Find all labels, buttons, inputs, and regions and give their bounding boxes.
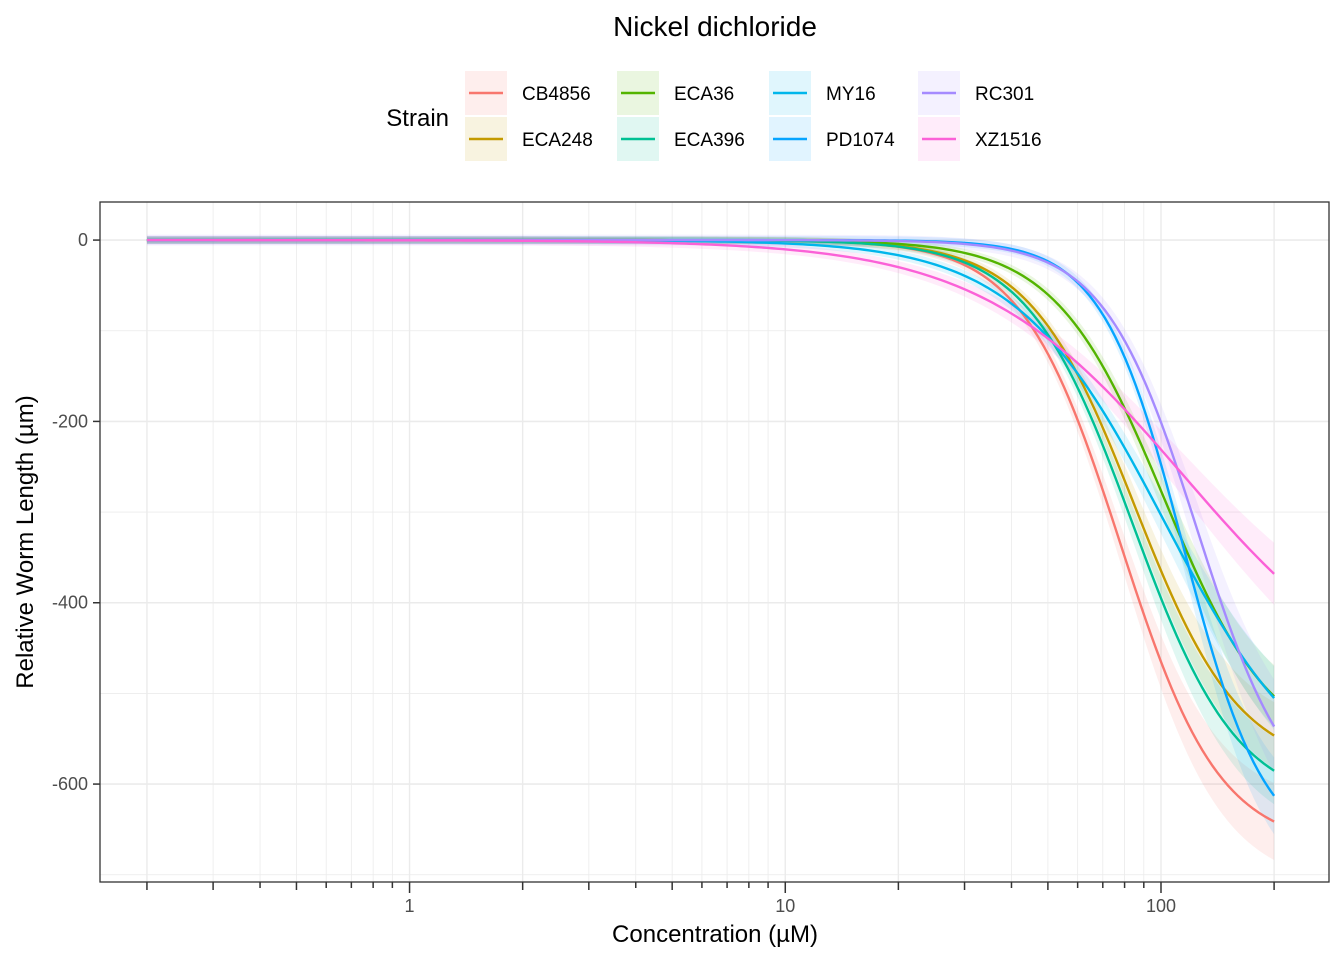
chart-title: Nickel dichloride	[613, 11, 817, 42]
x-tick-label: 10	[775, 896, 795, 916]
x-axis: 1 10 100	[146, 882, 1275, 916]
legend-label: RC301	[975, 84, 1034, 105]
legend-label: PD1074	[826, 130, 895, 151]
x-tick-label: 1	[405, 896, 415, 916]
legend-item-eca248: ECA248	[465, 117, 593, 161]
legend-item-eca36: ECA36	[617, 71, 734, 115]
legend-item-my16: MY16	[769, 71, 876, 115]
y-axis: 0 -200 -400 -600	[52, 230, 100, 794]
legend-label: XZ1516	[975, 130, 1042, 151]
legend-label: ECA396	[674, 130, 745, 151]
y-tick-label: -400	[52, 593, 88, 613]
plot-panel	[99, 201, 1330, 883]
y-axis-title: Relative Worm Length (µm)	[12, 395, 39, 688]
legend-label: ECA36	[674, 84, 734, 105]
y-tick-label: -200	[52, 411, 88, 431]
legend-label: MY16	[826, 84, 876, 105]
y-tick-label: -600	[52, 774, 88, 794]
y-tick-label: 0	[78, 230, 88, 250]
legend-item-pd1074: PD1074	[769, 117, 895, 161]
legend: Strain CB4856 ECA248 ECA36 ECA396 MY16 PD1074…	[386, 71, 1042, 161]
legend-title: Strain	[386, 105, 449, 132]
legend-label: ECA248	[522, 130, 593, 151]
legend-item-cb4856: CB4856	[465, 71, 591, 115]
legend-item-eca396: ECA396	[617, 117, 745, 161]
legend-item-rc301: RC301	[918, 71, 1034, 115]
x-axis-title: Concentration (µM)	[612, 921, 818, 948]
x-tick-label: 100	[1146, 896, 1176, 916]
legend-item-xz1516: XZ1516	[918, 117, 1042, 161]
legend-label: CB4856	[522, 84, 591, 105]
line-xz1516	[146, 238, 1275, 575]
